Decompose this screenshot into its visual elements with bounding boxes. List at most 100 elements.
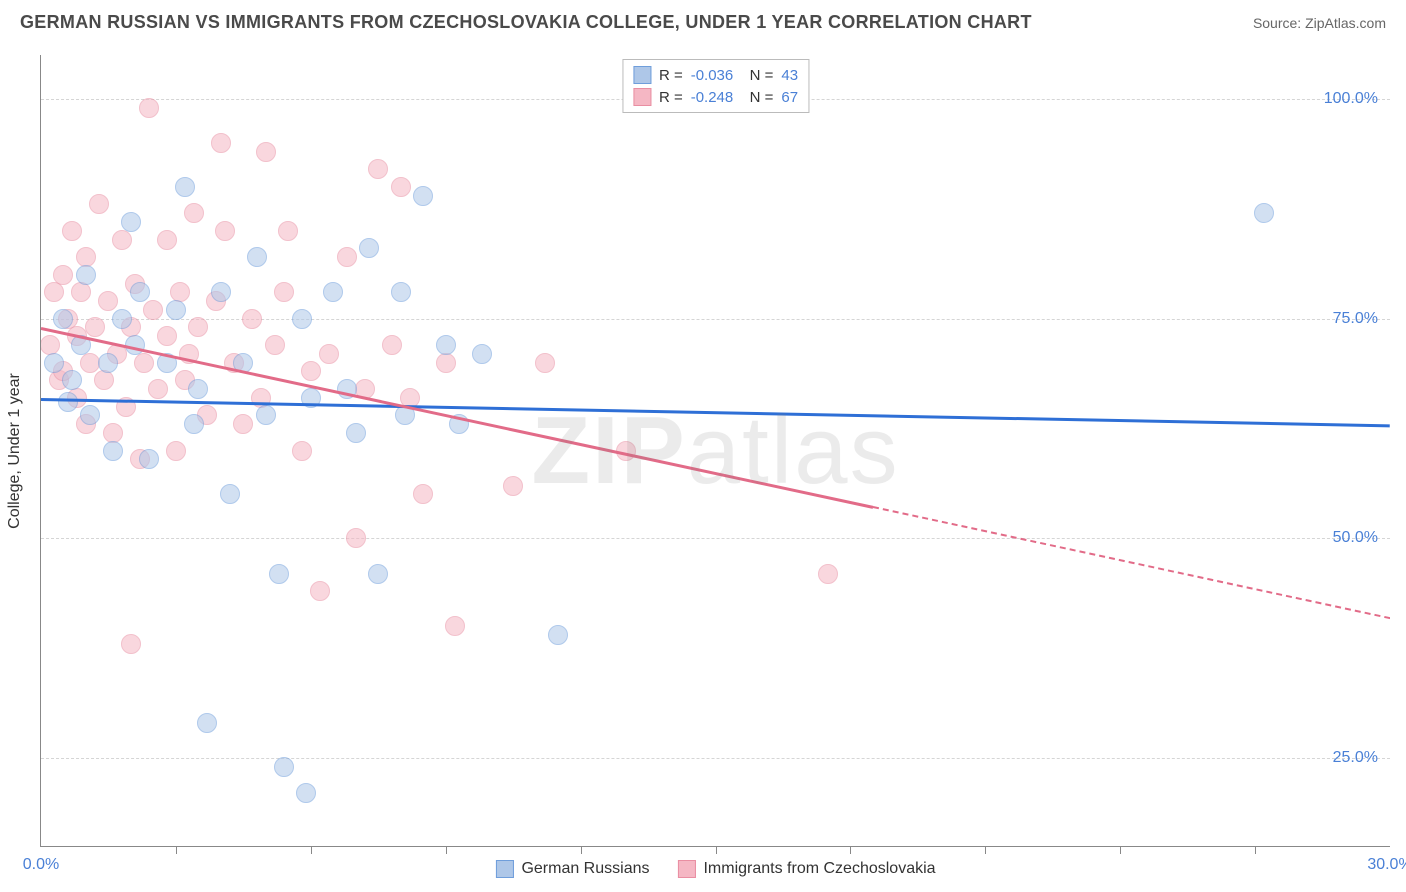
scatter-point <box>211 282 231 302</box>
legend-text: R = <box>659 89 683 106</box>
scatter-point <box>197 713 217 733</box>
scatter-point <box>265 335 285 355</box>
scatter-point <box>292 441 312 461</box>
scatter-point <box>391 177 411 197</box>
scatter-point <box>535 353 555 373</box>
legend-n-value: 43 <box>781 67 798 84</box>
legend-row: R = -0.248 N = 67 <box>633 86 798 108</box>
legend-text: R = <box>659 67 683 84</box>
scatter-point <box>148 379 168 399</box>
scatter-point <box>157 230 177 250</box>
scatter-point <box>53 309 73 329</box>
scatter-point <box>296 783 316 803</box>
scatter-point <box>359 238 379 258</box>
scatter-point <box>143 300 163 320</box>
source-label: Source: ZipAtlas.com <box>1253 15 1386 31</box>
scatter-point <box>346 528 366 548</box>
scatter-point <box>337 247 357 267</box>
scatter-point <box>323 282 343 302</box>
legend-item: German Russians <box>495 860 649 878</box>
scatter-point <box>103 441 123 461</box>
legend-label: Immigrants from Czechoslovakia <box>703 860 935 878</box>
scatter-point <box>139 449 159 469</box>
scatter-point <box>472 344 492 364</box>
x-tick <box>176 846 177 854</box>
x-tick <box>850 846 851 854</box>
scatter-point <box>121 212 141 232</box>
scatter-point <box>413 186 433 206</box>
scatter-point <box>44 282 64 302</box>
x-tick <box>716 846 717 854</box>
scatter-point <box>44 353 64 373</box>
scatter-point <box>220 484 240 504</box>
legend-swatch <box>495 860 513 878</box>
scatter-point <box>184 414 204 434</box>
scatter-point <box>62 370 82 390</box>
scatter-point <box>157 326 177 346</box>
scatter-point <box>233 414 253 434</box>
legend-swatch <box>677 860 695 878</box>
x-tick <box>581 846 582 854</box>
scatter-point <box>269 564 289 584</box>
trend-line <box>41 327 873 509</box>
x-tick <box>1255 846 1256 854</box>
scatter-point <box>98 353 118 373</box>
scatter-point <box>256 405 276 425</box>
scatter-point <box>503 476 523 496</box>
scatter-point <box>382 335 402 355</box>
scatter-point <box>139 98 159 118</box>
legend-r-value: -0.036 <box>691 67 734 84</box>
scatter-point <box>98 291 118 311</box>
gridline-h <box>41 758 1390 759</box>
scatter-point <box>112 230 132 250</box>
scatter-point <box>278 221 298 241</box>
legend-swatch <box>633 66 651 84</box>
x-tick <box>311 846 312 854</box>
scatter-point <box>112 309 132 329</box>
scatter-point <box>310 581 330 601</box>
scatter-point <box>211 133 231 153</box>
scatter-point <box>58 392 78 412</box>
scatter-point <box>80 405 100 425</box>
scatter-point <box>85 317 105 337</box>
scatter-point <box>121 634 141 654</box>
scatter-point <box>184 203 204 223</box>
trend-line <box>873 506 1390 619</box>
legend-row: R = -0.036 N = 43 <box>633 64 798 86</box>
scatter-point <box>1254 203 1274 223</box>
scatter-point <box>274 757 294 777</box>
legend-r-value: -0.248 <box>691 89 734 106</box>
scatter-point <box>166 300 186 320</box>
y-tick-label: 50.0% <box>1333 529 1378 547</box>
y-tick-label: 100.0% <box>1324 90 1378 108</box>
x-tick-label: 0.0% <box>23 856 59 874</box>
legend-n-value: 67 <box>781 89 798 106</box>
scatter-point <box>53 265 73 285</box>
scatter-point <box>166 441 186 461</box>
y-axis-title: College, Under 1 year <box>6 373 24 529</box>
scatter-point <box>391 282 411 302</box>
y-tick-label: 75.0% <box>1333 310 1378 328</box>
x-tick-label: 30.0% <box>1367 856 1406 874</box>
x-tick <box>446 846 447 854</box>
scatter-point <box>818 564 838 584</box>
scatter-point <box>368 159 388 179</box>
scatter-point <box>71 282 91 302</box>
plot-area: College, Under 1 year 25.0%50.0%75.0%100… <box>40 55 1390 847</box>
correlation-legend: R = -0.036 N = 43R = -0.248 N = 67 <box>622 59 809 113</box>
scatter-point <box>436 353 456 373</box>
scatter-point <box>368 564 388 584</box>
scatter-point <box>548 625 568 645</box>
gridline-h <box>41 538 1390 539</box>
scatter-point <box>413 484 433 504</box>
legend-label: German Russians <box>521 860 649 878</box>
scatter-point <box>445 616 465 636</box>
scatter-point <box>247 247 267 267</box>
scatter-point <box>89 194 109 214</box>
scatter-point <box>76 265 96 285</box>
scatter-point <box>188 379 208 399</box>
scatter-point <box>62 221 82 241</box>
legend-swatch <box>633 88 651 106</box>
chart-title: GERMAN RUSSIAN VS IMMIGRANTS FROM CZECHO… <box>20 12 1032 33</box>
scatter-point <box>130 282 150 302</box>
